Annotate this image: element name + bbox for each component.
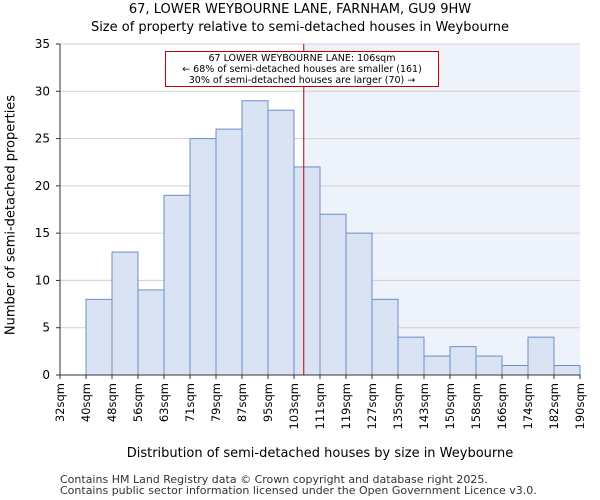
annotation-line-3: 30% of semi-detached houses are larger (… <box>188 75 416 86</box>
x-tick-label-32sqm: 32sqm <box>53 383 67 422</box>
bar-182sqm <box>553 365 581 376</box>
x-tick-label-158sqm: 158sqm <box>469 383 483 429</box>
bar-48sqm <box>111 251 139 376</box>
bar-79sqm <box>215 128 243 376</box>
x-axis-label: Distribution of semi-detached houses by … <box>126 446 514 461</box>
bar-143sqm <box>423 355 451 376</box>
y-tick-label-5: 5 <box>42 321 50 335</box>
x-tick-label-143sqm: 143sqm <box>417 383 431 429</box>
x-tick-label-48sqm: 48sqm <box>105 383 119 422</box>
bar-63sqm <box>163 194 191 376</box>
y-axis-label: Number of semi-detached properties <box>3 94 19 336</box>
bar-166sqm <box>501 365 529 376</box>
x-tick-label-79sqm: 79sqm <box>209 383 223 422</box>
x-tick-label-103sqm: 103sqm <box>287 383 301 429</box>
bar-111sqm <box>319 213 347 376</box>
y-axis-label-wrap: Number of semi-detached properties <box>2 0 20 500</box>
chart-subtitle: Size of property relative to semi-detach… <box>90 20 510 35</box>
bar-119sqm <box>345 232 373 376</box>
annotation-line-1: 67 LOWER WEYBOURNE LANE: 106sqm <box>208 53 396 64</box>
bar-174sqm <box>527 336 555 376</box>
y-tick-label-35: 35 <box>35 37 50 51</box>
x-tick-label-190sqm: 190sqm <box>573 383 587 429</box>
bar-71sqm <box>189 138 217 376</box>
x-tick-label-150sqm: 150sqm <box>443 383 457 429</box>
footer-copyright: Contains HM Land Registry data © Crown c… <box>60 473 488 486</box>
y-tick-label-30: 30 <box>35 84 50 98</box>
y-tick-label-15: 15 <box>35 226 50 240</box>
x-tick-label-127sqm: 127sqm <box>365 383 379 429</box>
x-tick-label-111sqm: 111sqm <box>313 383 327 429</box>
bar-56sqm <box>137 289 165 376</box>
property-annotation-box: 67 LOWER WEYBOURNE LANE: 106sqm ← 68% of… <box>165 51 439 87</box>
bar-150sqm <box>449 346 477 376</box>
y-tick-label-10: 10 <box>35 273 50 287</box>
annotation-line-2: ← 68% of semi-detached houses are smalle… <box>182 64 422 75</box>
y-tick-label-0: 0 <box>42 368 50 382</box>
bar-158sqm <box>475 355 503 376</box>
bar-135sqm <box>397 336 425 376</box>
bar-87sqm <box>241 100 269 376</box>
x-tick-label-95sqm: 95sqm <box>261 383 275 422</box>
x-tick-label-174sqm: 174sqm <box>521 383 535 429</box>
bar-40sqm <box>85 298 113 376</box>
x-tick-label-71sqm: 71sqm <box>183 383 197 422</box>
y-tick-label-20: 20 <box>35 179 50 193</box>
y-tick-label-25: 25 <box>35 132 50 146</box>
x-tick-label-63sqm: 63sqm <box>157 383 171 422</box>
chart-title: 67, LOWER WEYBOURNE LANE, FARNHAM, GU9 9… <box>128 2 472 17</box>
x-tick-label-182sqm: 182sqm <box>547 383 561 429</box>
x-tick-label-56sqm: 56sqm <box>131 383 145 422</box>
x-tick-label-135sqm: 135sqm <box>391 383 405 429</box>
x-tick-label-119sqm: 119sqm <box>339 383 353 429</box>
bar-103sqm <box>293 166 321 376</box>
x-tick-label-166sqm: 166sqm <box>495 383 509 429</box>
x-tick-label-87sqm: 87sqm <box>235 383 249 422</box>
footer-licence: Contains public sector information licen… <box>60 484 537 497</box>
x-tick-label-40sqm: 40sqm <box>79 383 93 422</box>
bar-127sqm <box>371 298 399 376</box>
bar-95sqm <box>267 109 295 376</box>
